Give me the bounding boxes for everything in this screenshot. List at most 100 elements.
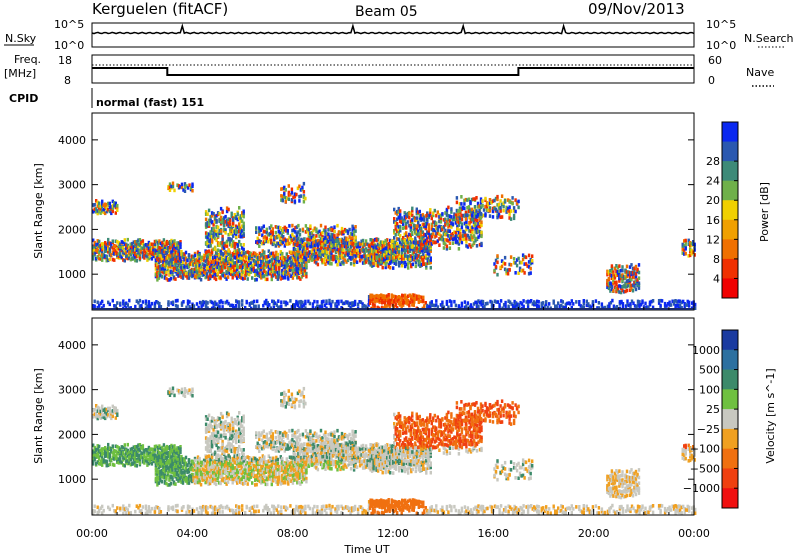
power-cell bbox=[328, 251, 332, 255]
power-cell bbox=[342, 256, 345, 260]
power-cell bbox=[221, 305, 224, 309]
power-cell bbox=[238, 253, 241, 258]
power-cell bbox=[310, 241, 314, 246]
power-cell bbox=[395, 246, 398, 251]
power-cell bbox=[170, 245, 173, 249]
velocity-cell bbox=[104, 416, 107, 421]
power-cell bbox=[387, 262, 390, 267]
power-cell bbox=[169, 270, 173, 275]
power-cell bbox=[493, 198, 496, 203]
power-cell bbox=[401, 247, 404, 252]
power-cell bbox=[478, 233, 482, 238]
power-cell bbox=[135, 248, 138, 252]
power-cell bbox=[352, 246, 356, 250]
power-cell bbox=[362, 303, 366, 308]
power-cell bbox=[417, 300, 420, 304]
power-cell bbox=[275, 270, 278, 274]
power-cell bbox=[179, 240, 182, 244]
power-cell bbox=[322, 257, 326, 262]
power-cell bbox=[384, 265, 387, 270]
power-cell bbox=[397, 301, 400, 306]
power-cell bbox=[229, 254, 232, 259]
power-cell bbox=[276, 270, 279, 275]
power-cell bbox=[215, 251, 218, 256]
power-cell bbox=[243, 273, 246, 278]
power-cell bbox=[238, 234, 241, 238]
power-cell bbox=[409, 225, 412, 229]
power-cell bbox=[291, 276, 295, 280]
power-cell bbox=[430, 222, 433, 227]
power-cell bbox=[301, 185, 304, 190]
power-cell bbox=[220, 273, 224, 277]
power-cell bbox=[116, 247, 119, 251]
power-cell bbox=[134, 304, 137, 309]
power-cell bbox=[309, 235, 312, 239]
power-cell bbox=[407, 298, 410, 303]
power-cell bbox=[384, 238, 387, 243]
power-cell bbox=[280, 194, 283, 198]
power-cell bbox=[213, 236, 217, 241]
power-cell bbox=[425, 262, 428, 266]
power-cell bbox=[633, 304, 637, 308]
power-cell bbox=[270, 268, 273, 273]
power-cell bbox=[591, 302, 595, 306]
power-cell bbox=[372, 294, 375, 299]
power-cell bbox=[186, 274, 189, 278]
power-cell bbox=[451, 237, 455, 242]
power-cell bbox=[308, 301, 312, 306]
power-cell bbox=[625, 288, 629, 293]
power-cell bbox=[460, 195, 463, 199]
power-cell bbox=[260, 263, 263, 267]
power-cell bbox=[340, 239, 344, 244]
power-cell bbox=[230, 303, 233, 308]
power-cell bbox=[319, 246, 323, 250]
power-cell bbox=[479, 205, 483, 210]
power-cell bbox=[404, 260, 407, 265]
power-cell bbox=[408, 211, 411, 216]
power-cell bbox=[229, 237, 232, 241]
power-cell bbox=[414, 252, 417, 257]
power-cell bbox=[469, 245, 473, 249]
power-cell bbox=[469, 237, 473, 242]
power-cell bbox=[453, 237, 456, 241]
power-cell bbox=[650, 299, 653, 304]
power-cell bbox=[215, 302, 218, 306]
power-cell bbox=[484, 204, 487, 209]
power-cell bbox=[289, 237, 293, 241]
power-cell bbox=[330, 227, 333, 232]
power-cell bbox=[523, 271, 526, 275]
power-cell bbox=[266, 259, 269, 264]
power-cell bbox=[439, 220, 443, 224]
power-cell bbox=[507, 299, 510, 303]
power-cell bbox=[628, 284, 632, 288]
power-cell bbox=[120, 240, 123, 244]
power-cell bbox=[116, 239, 119, 244]
power-cell bbox=[694, 306, 697, 310]
power-cell bbox=[423, 240, 426, 244]
power-cell bbox=[183, 189, 187, 193]
power-cell bbox=[454, 236, 458, 241]
power-cell bbox=[204, 253, 207, 258]
power-cell bbox=[457, 212, 460, 217]
power-cell bbox=[168, 188, 172, 192]
power-cell bbox=[665, 304, 668, 308]
power-cell bbox=[152, 252, 155, 256]
power-cell bbox=[384, 240, 387, 245]
power-cell bbox=[293, 192, 297, 196]
power-cell bbox=[230, 244, 233, 249]
power-cell bbox=[287, 275, 290, 280]
power-cell bbox=[692, 242, 695, 246]
power-cell bbox=[221, 220, 224, 224]
power-cell bbox=[216, 248, 220, 252]
power-cell bbox=[160, 263, 164, 268]
power-cell bbox=[508, 212, 511, 216]
power-cell bbox=[219, 275, 222, 279]
power-cell bbox=[176, 304, 179, 309]
power-cell bbox=[283, 195, 286, 199]
power-cell bbox=[131, 250, 134, 255]
power-cell bbox=[255, 226, 258, 230]
power-cell bbox=[99, 204, 102, 209]
power-cell bbox=[282, 255, 285, 260]
power-cell bbox=[380, 296, 383, 300]
power-cell bbox=[180, 263, 183, 268]
